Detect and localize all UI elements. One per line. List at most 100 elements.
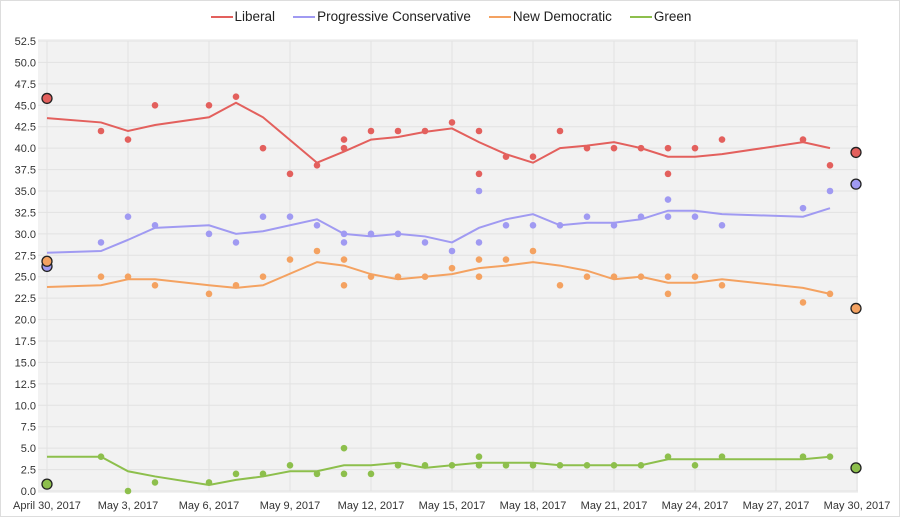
x-tick-label: May 6, 2017 <box>179 500 240 512</box>
poll-point <box>529 247 537 255</box>
poll-point <box>340 136 348 143</box>
election-result-marker <box>41 478 53 490</box>
poll-point <box>556 281 564 289</box>
poll-point <box>475 127 483 135</box>
series-green <box>41 444 862 495</box>
poll-point <box>232 93 240 101</box>
series-progressive-conservative <box>41 178 862 273</box>
poll-point <box>718 221 726 229</box>
poll-point <box>475 187 483 195</box>
poll-point <box>448 264 456 272</box>
poll-point <box>475 256 483 263</box>
legend-label: Liberal <box>234 9 276 24</box>
poll-point <box>340 281 348 289</box>
legend-swatch <box>629 15 652 18</box>
poll-point <box>664 213 672 221</box>
y-tick-label: 45.0 <box>15 100 36 112</box>
poll-point <box>97 273 105 281</box>
legend-label: Progressive Conservative <box>317 9 471 24</box>
plot-background <box>38 39 858 493</box>
poll-point <box>205 290 213 298</box>
trend-line <box>46 261 831 295</box>
x-tick-label: April 30, 2017 <box>13 500 81 512</box>
poll-point <box>718 281 726 289</box>
x-tick-label: May 30, 2017 <box>824 500 891 512</box>
y-tick-label: 50.0 <box>15 57 36 69</box>
poll-point <box>97 127 105 135</box>
election-result-marker <box>41 255 53 267</box>
poll-point <box>475 239 483 246</box>
election-result-marker <box>850 302 862 315</box>
poll-point <box>799 299 807 306</box>
poll-point <box>448 119 456 126</box>
y-tick-label: 17.5 <box>15 336 36 348</box>
y-tick-label: 30.0 <box>15 229 36 241</box>
y-tick-label: 32.5 <box>15 207 36 219</box>
poll-point <box>556 127 564 135</box>
election-result-marker <box>850 146 862 159</box>
poll-point <box>691 461 699 469</box>
trend-line <box>47 455 831 487</box>
legend: Liberal Progressive Conservative New Dem… <box>1 9 899 24</box>
poll-point <box>475 170 483 178</box>
y-tick-label: 7.5 <box>21 422 36 434</box>
poll-point <box>448 247 456 255</box>
legend-swatch <box>488 15 511 18</box>
poll-point <box>718 136 726 143</box>
x-tick-label: May 18, 2017 <box>500 500 567 512</box>
poll-point <box>313 221 321 229</box>
poll-point <box>529 221 537 229</box>
poll-point <box>691 213 699 221</box>
trend-line <box>46 207 831 254</box>
poll-point <box>286 170 294 178</box>
trend-line <box>46 101 831 164</box>
poll-point <box>826 161 834 169</box>
x-tick-label: May 21, 2017 <box>581 500 648 512</box>
poll-point <box>799 136 807 143</box>
poll-point <box>97 239 105 246</box>
series-liberal <box>41 92 862 178</box>
legend-item-pc[interactable]: Progressive Conservative <box>293 9 471 24</box>
poll-point <box>421 239 429 246</box>
y-tick-label: 5.0 <box>21 443 36 455</box>
poll-point <box>664 196 672 203</box>
y-tick-label: 0.0 <box>21 486 36 498</box>
poll-point <box>475 273 483 281</box>
y-tick-label: 27.5 <box>15 250 36 262</box>
poll-point <box>151 479 159 486</box>
poll-point <box>394 127 402 135</box>
election-result-marker <box>850 178 862 190</box>
poll-point <box>151 101 159 109</box>
poll-point <box>340 470 348 478</box>
poll-point <box>826 290 834 298</box>
poll-point <box>664 290 672 298</box>
poll-point <box>313 161 321 169</box>
poll-point <box>340 256 348 263</box>
poll-point <box>151 281 159 289</box>
y-tick-label: 22.5 <box>15 293 36 305</box>
poll-point <box>610 144 618 152</box>
series-new-democratic <box>41 247 862 315</box>
poll-point <box>205 230 213 238</box>
poll-point <box>664 144 672 152</box>
poll-point <box>232 470 240 478</box>
legend-item-ndp[interactable]: New Democratic <box>488 9 612 24</box>
y-tick-label: 35.0 <box>15 186 36 198</box>
legend-item-green[interactable]: Green <box>629 9 692 24</box>
legend-label: Green <box>653 9 692 24</box>
y-tick-label: 25.0 <box>15 272 36 284</box>
poll-point <box>259 273 267 281</box>
poll-point <box>340 444 348 452</box>
y-tick-label: 47.5 <box>15 79 36 91</box>
poll-point <box>691 273 699 281</box>
legend-item-liberal[interactable]: Liberal <box>210 9 276 24</box>
poll-point <box>664 170 672 178</box>
poll-point <box>205 101 213 109</box>
x-tick-label: May 27, 2017 <box>743 500 810 512</box>
poll-point <box>124 213 132 221</box>
poll-point <box>475 453 483 461</box>
poll-point <box>124 136 132 143</box>
x-tick-label: May 3, 2017 <box>98 500 159 512</box>
poll-point <box>367 470 375 478</box>
